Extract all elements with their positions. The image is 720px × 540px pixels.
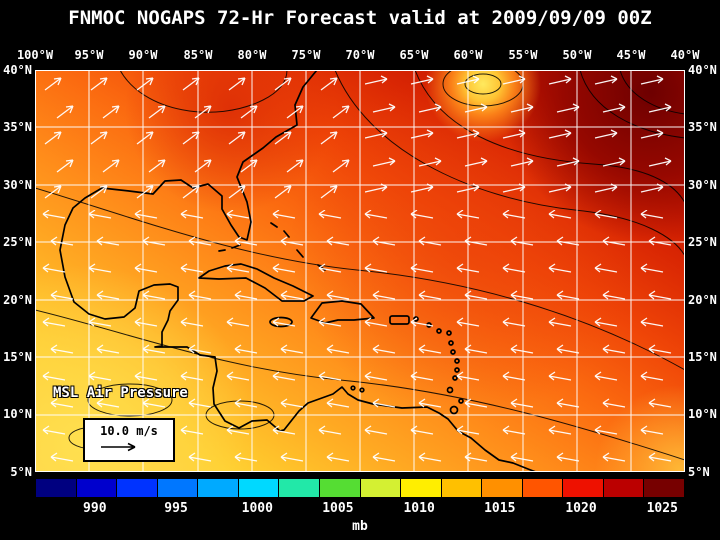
colorbar-segment — [279, 478, 320, 498]
lat-label: 15°N — [3, 350, 32, 364]
lat-label: 25°N — [3, 235, 32, 249]
colorbar-segment — [117, 478, 158, 498]
lat-label: 10°N — [688, 407, 717, 421]
colorbar-segment — [603, 478, 645, 498]
wind-reference-speed: 10.0 m/s — [100, 424, 158, 438]
colorbar-tick: 1010 — [403, 501, 435, 516]
lon-label: 60°W — [453, 48, 483, 62]
colorbar — [35, 478, 685, 498]
pressure-map — [35, 70, 685, 472]
colorbar-segment — [482, 478, 523, 498]
lat-label: 30°N — [3, 178, 32, 192]
lon-label: 70°W — [345, 48, 375, 62]
lon-label: 95°W — [74, 48, 104, 62]
colorbar-segment — [522, 478, 564, 498]
field-label: MSL Air Pressure — [53, 385, 188, 401]
colorbar-tick: 1020 — [565, 501, 597, 516]
colorbar-segment — [319, 478, 361, 498]
lon-label: 40°W — [670, 48, 700, 62]
lat-label: 20°N — [688, 293, 717, 307]
lat-label: 20°N — [3, 293, 32, 307]
lon-label: 45°W — [616, 48, 646, 62]
lon-label: 75°W — [291, 48, 321, 62]
lat-label: 40°N — [688, 63, 717, 77]
lat-label: 5°N — [10, 465, 32, 479]
lon-label: 50°W — [562, 48, 592, 62]
lon-label: 100°W — [16, 48, 54, 62]
colorbar-segment — [76, 478, 118, 498]
wind-reference-legend: 10.0 m/s — [83, 418, 175, 462]
lat-label: 35°N — [3, 120, 32, 134]
lat-label: 5°N — [688, 465, 710, 479]
colorbar-tick: 995 — [164, 501, 188, 516]
lat-label: 10°N — [3, 407, 32, 421]
colorbar-ticks: 990 995 1000 1005 1010 1015 1020 1025 — [35, 501, 685, 516]
colorbar-segment — [563, 478, 604, 498]
colorbar-tick: 1015 — [484, 501, 516, 516]
lat-label: 30°N — [688, 178, 717, 192]
map-border — [35, 70, 685, 472]
colorbar-segment — [198, 478, 239, 498]
colorbar-segment — [441, 478, 483, 498]
page-title: FNMOC NOGAPS 72-Hr Forecast valid at 200… — [68, 7, 652, 29]
colorbar-segment — [35, 478, 77, 498]
wind-arrows — [35, 70, 685, 472]
colorbar-tick: 990 — [83, 501, 107, 516]
colorbar-unit: mb — [352, 519, 368, 534]
colorbar-tick: 1005 — [322, 501, 354, 516]
lon-label: 85°W — [183, 48, 213, 62]
lon-label: 80°W — [237, 48, 267, 62]
colorbar-tick: 1000 — [241, 501, 273, 516]
wind-reference-arrow — [101, 442, 136, 452]
lon-label: 55°W — [508, 48, 538, 62]
lat-label: 25°N — [688, 235, 717, 249]
lat-label: 35°N — [688, 120, 717, 134]
colorbar-segment — [401, 478, 442, 498]
colorbar-tick: 1025 — [646, 501, 678, 516]
lat-label: 40°N — [3, 63, 32, 77]
lat-label: 15°N — [688, 350, 717, 364]
lon-label: 90°W — [128, 48, 158, 62]
colorbar-segment — [157, 478, 199, 498]
colorbar-segment — [238, 478, 280, 498]
colorbar-segment — [360, 478, 402, 498]
colorbar-segment — [644, 478, 685, 498]
lon-label: 65°W — [399, 48, 429, 62]
